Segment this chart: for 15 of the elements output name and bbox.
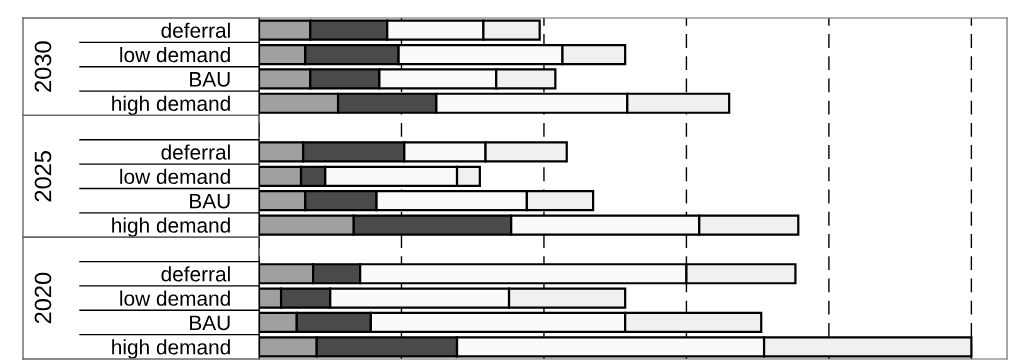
text: 2030: [34, 41, 52, 92]
y-tick-label: low demand: [120, 168, 230, 185]
y-tick-label: high demand: [112, 339, 230, 359]
y-tick-label: deferral: [161, 144, 230, 160]
text: 2025: [34, 151, 52, 202]
y-tick-label: low demand: [120, 290, 230, 306]
text: 2020: [34, 272, 52, 324]
y-tick-label: BAU: [190, 315, 230, 331]
y-tick-label: BAU: [190, 193, 230, 209]
y-tick-label: high demand: [112, 217, 230, 237]
y-tick-label: high demand: [112, 95, 230, 116]
y-tick-label: deferral: [161, 22, 230, 38]
y-tick-label: BAU: [190, 72, 230, 87]
y-tick-label: low demand: [120, 46, 230, 63]
y-tick-label: deferral: [161, 266, 230, 282]
